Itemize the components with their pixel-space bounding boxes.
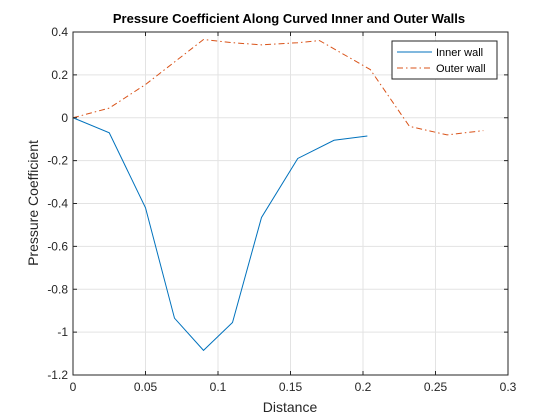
x-tick-label: 0 xyxy=(70,380,77,394)
y-tick-label: -1 xyxy=(57,325,68,339)
y-tick-label: -1.2 xyxy=(47,368,68,382)
y-axis-ticks: -1.2 -1 -0.8 -0.6 -0.4 -0.2 0 0.2 0.4 xyxy=(47,25,508,382)
x-tick-label: 0.3 xyxy=(500,380,517,394)
y-axis-label: Pressure Coefficient xyxy=(25,140,41,266)
legend-entry-label: Outer wall xyxy=(436,63,486,75)
legend: Inner wall Outer wall xyxy=(391,40,498,80)
series-layer xyxy=(72,38,484,352)
y-tick-label: -0.4 xyxy=(47,197,68,211)
x-axis-label: Distance xyxy=(263,399,318,415)
legend-box xyxy=(391,40,498,80)
y-tick-label: 0.2 xyxy=(51,68,68,82)
x-tick-label: 0.1 xyxy=(210,380,227,394)
x-tick-label: 0.15 xyxy=(279,380,303,394)
x-tick-label: 0.25 xyxy=(424,380,448,394)
y-tick-label: -0.8 xyxy=(47,282,68,296)
series-line-inner-wall xyxy=(72,117,368,352)
legend-entry-label: Inner wall xyxy=(436,47,483,59)
series-line-outer-wall xyxy=(72,38,484,136)
y-tick-label: -0.2 xyxy=(47,154,68,168)
x-tick-label: 0.2 xyxy=(355,380,372,394)
y-tick-label: -0.6 xyxy=(47,239,68,253)
y-tick-label: 0 xyxy=(61,111,68,125)
y-tick-label: 0.4 xyxy=(51,25,68,39)
x-axis-ticks: 0 0.05 0.1 0.15 0.2 0.25 0.3 xyxy=(70,32,517,394)
chart-title: Pressure Coefficient Along Curved Inner … xyxy=(113,11,465,26)
x-tick-label: 0.05 xyxy=(134,380,158,394)
